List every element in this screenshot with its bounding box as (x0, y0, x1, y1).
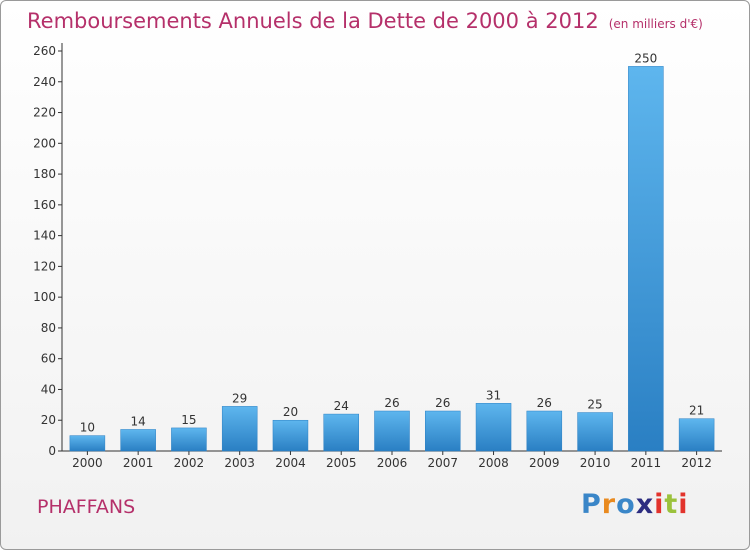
logo-letter: o (616, 489, 636, 520)
y-tick-label: 260 (33, 44, 56, 58)
commune-name: PHAFFANS (37, 496, 136, 518)
data-label-2010: 25 (587, 398, 602, 412)
y-tick-label: 120 (33, 259, 56, 273)
bar-2012 (678, 418, 715, 452)
logo-letter: t (664, 489, 679, 520)
y-tick-label: 80 (41, 321, 56, 335)
y-tick-label: 180 (33, 167, 56, 181)
x-tick-label-2007: 2007 (427, 456, 458, 470)
x-tick-label-2004: 2004 (275, 456, 306, 470)
bar-2006 (374, 410, 410, 452)
data-label-2011: 250 (634, 51, 657, 65)
bar-2007 (425, 410, 461, 452)
bar-2004 (272, 419, 309, 452)
x-tick-label-2009: 2009 (529, 456, 560, 470)
y-tick-label: 100 (33, 290, 56, 304)
x-tick-label-2010: 2010 (580, 456, 611, 470)
x-tick-label-2001: 2001 (123, 456, 154, 470)
bar-2011 (628, 66, 664, 452)
y-tick-label: 40 (41, 382, 56, 396)
data-label-2008: 31 (486, 388, 501, 402)
bar-2003 (221, 406, 258, 452)
data-label-2009: 26 (537, 396, 552, 410)
data-label-2004: 20 (283, 405, 298, 419)
title-text: Remboursements Annuels de la Dette de 20… (27, 9, 599, 33)
y-tick-label: 220 (33, 106, 56, 120)
axes: 0204060801001201401601802002202402602000… (33, 43, 722, 470)
x-tick-label-2011: 2011 (631, 456, 662, 470)
data-label-2002: 15 (181, 413, 196, 427)
logo-letter: r (601, 489, 617, 520)
y-tick-label: 0 (48, 444, 56, 458)
logo-letter: P (581, 489, 602, 520)
y-tick-label: 160 (33, 198, 56, 212)
title-unit: (en milliers d'€) (608, 17, 703, 31)
x-tick-label-2003: 2003 (224, 456, 255, 470)
y-tick-label: 60 (41, 352, 56, 366)
x-tick-label-2012: 2012 (681, 456, 712, 470)
data-label-2005: 24 (334, 399, 349, 413)
bar-2010 (577, 412, 613, 452)
bar-2000 (69, 435, 106, 452)
y-tick-label: 200 (33, 136, 56, 150)
data-label-2003: 29 (232, 391, 247, 405)
logo-letter: i (678, 489, 689, 520)
y-tick-label: 20 (41, 413, 56, 427)
proxiti-logo: Proxiti (581, 489, 689, 520)
bar-2005 (323, 413, 359, 452)
bars: 10 14 15 29 20 24 26 26 31 26 25 250 21 (69, 51, 715, 452)
y-tick-label: 140 (33, 229, 56, 243)
logo-letter: x (635, 489, 655, 520)
x-tick-label-2008: 2008 (478, 456, 509, 470)
data-label-2000: 10 (80, 421, 95, 435)
bar-2001 (120, 429, 156, 452)
x-tick-label-2005: 2005 (326, 456, 357, 470)
chart-title: Remboursements Annuels de la Dette de 20… (27, 9, 703, 33)
x-tick-label-2002: 2002 (174, 456, 205, 470)
x-tick-label-2006: 2006 (377, 456, 408, 470)
logo-letter: i (654, 489, 665, 520)
x-tick-label-2000: 2000 (72, 456, 103, 470)
data-label-2001: 14 (131, 414, 146, 428)
bar-2009 (526, 410, 563, 452)
data-label-2006: 26 (384, 396, 399, 410)
y-tick-label: 240 (33, 75, 56, 89)
bar-2008 (475, 403, 512, 452)
data-label-2012: 21 (689, 404, 704, 418)
bar-2002 (171, 427, 207, 452)
data-label-2007: 26 (435, 396, 450, 410)
